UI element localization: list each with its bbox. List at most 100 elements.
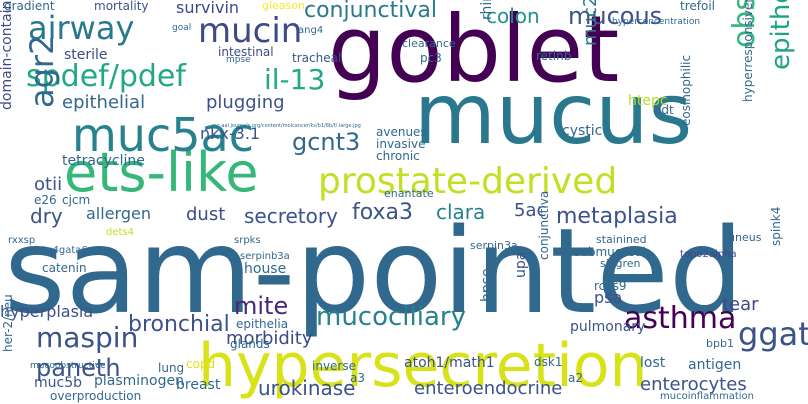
word-urokinase: urokinase bbox=[258, 376, 356, 400]
word-epithelial: epithelial bbox=[62, 92, 146, 113]
word-dets4: dets4 bbox=[106, 227, 134, 238]
word-stainined: stainined bbox=[596, 233, 647, 246]
word-sam-pointed: sam-pointed bbox=[4, 202, 744, 340]
word-il-13: il-13 bbox=[264, 63, 326, 96]
word-airway: airway bbox=[28, 9, 135, 47]
word-a2: a2 bbox=[568, 371, 583, 385]
word-glands: glands bbox=[230, 337, 270, 351]
word-catenin: catenin bbox=[42, 261, 87, 275]
word-mucin: mucin bbox=[198, 11, 303, 51]
word-ggat: ggat bbox=[738, 315, 808, 353]
word-mucoobstructive: mucoobstructive bbox=[30, 361, 106, 371]
word-5ac: 5ac bbox=[514, 200, 547, 221]
word-cuneus: cuneus bbox=[722, 231, 762, 244]
word-inverse: inverse bbox=[312, 359, 356, 373]
word-cystic: cystic bbox=[562, 123, 603, 139]
word-gcnt3: gcnt3 bbox=[292, 128, 361, 156]
word-overproduction: overproduction bbox=[50, 389, 142, 403]
word-topo2alpha: topo2alpha bbox=[680, 249, 737, 260]
word-serpinb3a: serpinb3a bbox=[240, 251, 290, 262]
word-hyperconcentration: hyperconcentration bbox=[612, 17, 701, 27]
word-foxa3: foxa3 bbox=[352, 200, 414, 225]
word-paneth: paneth bbox=[36, 354, 121, 382]
word-enterocytes: enterocytes bbox=[640, 374, 747, 395]
word-gradient: gradient bbox=[4, 0, 55, 13]
word-adt: adt bbox=[654, 103, 674, 117]
word-dsk1: dsk1 bbox=[534, 355, 563, 369]
word-cjcm: cjcm bbox=[62, 193, 91, 207]
word-mucus: mucus bbox=[414, 65, 693, 163]
word-secretory: secretory bbox=[244, 204, 338, 228]
word-chronic: chronic bbox=[376, 149, 420, 163]
word-invasive: invasive bbox=[376, 137, 426, 151]
word-tracheal: tracheal bbox=[292, 51, 342, 65]
word-mpse: mpse bbox=[226, 55, 251, 65]
word-intestinal: intestinal bbox=[218, 45, 274, 59]
word-avenues: avenues bbox=[376, 125, 427, 139]
word-hyperresponsiveness: hyperresponsiveness bbox=[741, 0, 755, 102]
word-srpks: srpks bbox=[234, 235, 261, 246]
word-her-2-neu: her-2/neu bbox=[1, 294, 15, 352]
word-rcas9: rcas9 bbox=[594, 279, 627, 293]
word-e26: e26 bbox=[34, 193, 57, 207]
word-url: mc-aal.journals.org/content/molcancer/ks… bbox=[212, 123, 361, 129]
word-dust: dust bbox=[186, 204, 226, 225]
word-dry: dry bbox=[30, 204, 63, 228]
word-hpse: hpse bbox=[479, 268, 495, 302]
word-pc3: pc3 bbox=[420, 51, 442, 65]
word-antigen: antigen bbox=[688, 357, 742, 373]
word-a3: a3 bbox=[350, 371, 365, 385]
word-spdef-pdef: spdef/pdef bbox=[26, 59, 186, 94]
word-enteroendocrine: enteroendocrine bbox=[414, 378, 563, 399]
word-mucous: mucous bbox=[568, 2, 663, 30]
word-upa: upa bbox=[513, 251, 529, 278]
word-eosinophilic: eosinophilic bbox=[679, 54, 693, 126]
word-maspin: maspin bbox=[36, 321, 139, 354]
word-nkx-3-1: nkx-3.1 bbox=[200, 124, 261, 143]
word-bronchial: bronchial bbox=[128, 312, 230, 337]
word-gata4gata6: gata4gata6 bbox=[30, 245, 88, 256]
word-house: house bbox=[244, 261, 287, 277]
word-mucociliary: mucociliary bbox=[316, 302, 466, 332]
word-atoh1-math1: atoh1/math1 bbox=[404, 355, 495, 371]
word-tetracycline: tetracycline bbox=[62, 153, 145, 169]
word-plugging: plugging bbox=[206, 92, 285, 113]
word-mucoinflammation: mucoinflammation bbox=[660, 391, 755, 402]
word-hyperplasia: hyperplasia bbox=[0, 302, 94, 321]
word-retlnb: retlnb bbox=[536, 49, 572, 63]
word-breast: breast bbox=[176, 377, 221, 393]
word-allergen: allergen bbox=[86, 204, 151, 223]
word-sterile: sterile bbox=[64, 47, 108, 63]
word-muc5ac: muc5ac bbox=[72, 108, 255, 162]
word-metaplasia: metaplasia bbox=[556, 204, 678, 229]
word-tear: tear bbox=[722, 294, 759, 315]
word-sjogren: sjogren bbox=[600, 257, 641, 270]
word-trefoil: trefoil bbox=[680, 0, 715, 13]
word-survivin: survivin bbox=[176, 0, 240, 17]
word-goal: goal bbox=[172, 23, 192, 33]
word-conjunctiva: conjunctiva bbox=[537, 190, 551, 260]
word-lost: lost bbox=[640, 355, 666, 371]
word-epithelium: epithelium bbox=[766, 0, 796, 70]
word-gleason: gleason bbox=[262, 0, 305, 12]
word-spink4: spink4 bbox=[769, 206, 783, 246]
word-rxxsp: rxxsp bbox=[8, 235, 36, 246]
word-muc5b: muc5b bbox=[34, 375, 83, 391]
word-hypersecretion: hypersecretion bbox=[198, 331, 648, 401]
word-clara: clara bbox=[436, 200, 486, 224]
word-agr2: agr2 bbox=[23, 34, 61, 108]
word-asthma: asthma bbox=[624, 301, 737, 336]
word-psa: psa bbox=[594, 288, 623, 307]
word-submucosal: submucosal bbox=[574, 245, 646, 259]
word-lung: lung bbox=[158, 361, 185, 375]
word-conjunctival: conjunctival bbox=[304, 0, 437, 23]
word-copd: copd bbox=[186, 357, 216, 371]
word-mite: mite bbox=[234, 292, 289, 320]
word-prostate-derived: prostate-derived bbox=[318, 161, 618, 202]
word-mortality: mortality bbox=[94, 0, 149, 13]
word-epithelia: epithelia bbox=[236, 317, 289, 331]
word-domain-containing: domain-containing bbox=[0, 0, 15, 110]
word-ang4: ang4 bbox=[298, 25, 324, 36]
word-morbidity: morbidity bbox=[226, 328, 313, 349]
